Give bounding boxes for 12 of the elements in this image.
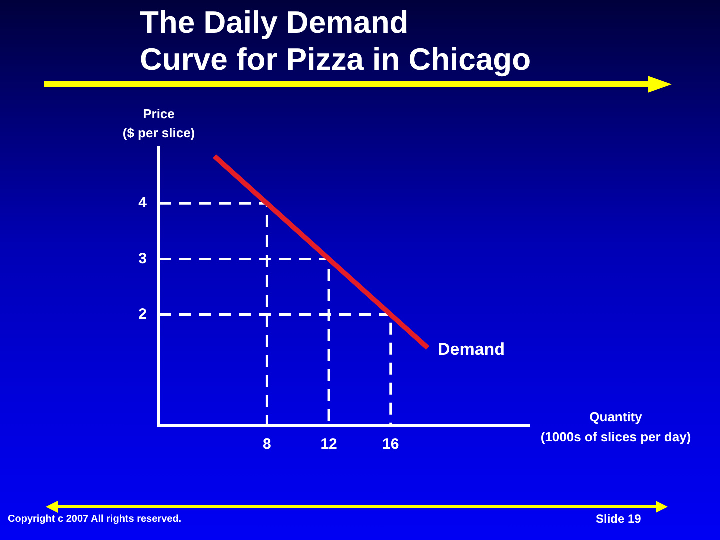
x-tick-label: 8 — [263, 436, 272, 454]
x-tick-label: 16 — [382, 436, 400, 454]
y-axis-title: Price ($ per slice) — [122, 106, 196, 141]
x-axis-title: Quantity (1000s of slices per day) — [540, 410, 692, 445]
y-tick-label: 2 — [138, 306, 147, 323]
y-tick-label: 3 — [138, 250, 147, 268]
text: Slide 19 — [596, 512, 642, 526]
y-tick-label: 4 — [138, 194, 148, 212]
text: Copyright c 2007 All rights reserved. — [8, 514, 182, 525]
chart-title: The Daily Demand Curve for Pizza in Chicago — [140, 4, 532, 78]
x-tick-label: 12 — [320, 436, 338, 454]
series-label: Demand — [438, 340, 506, 359]
